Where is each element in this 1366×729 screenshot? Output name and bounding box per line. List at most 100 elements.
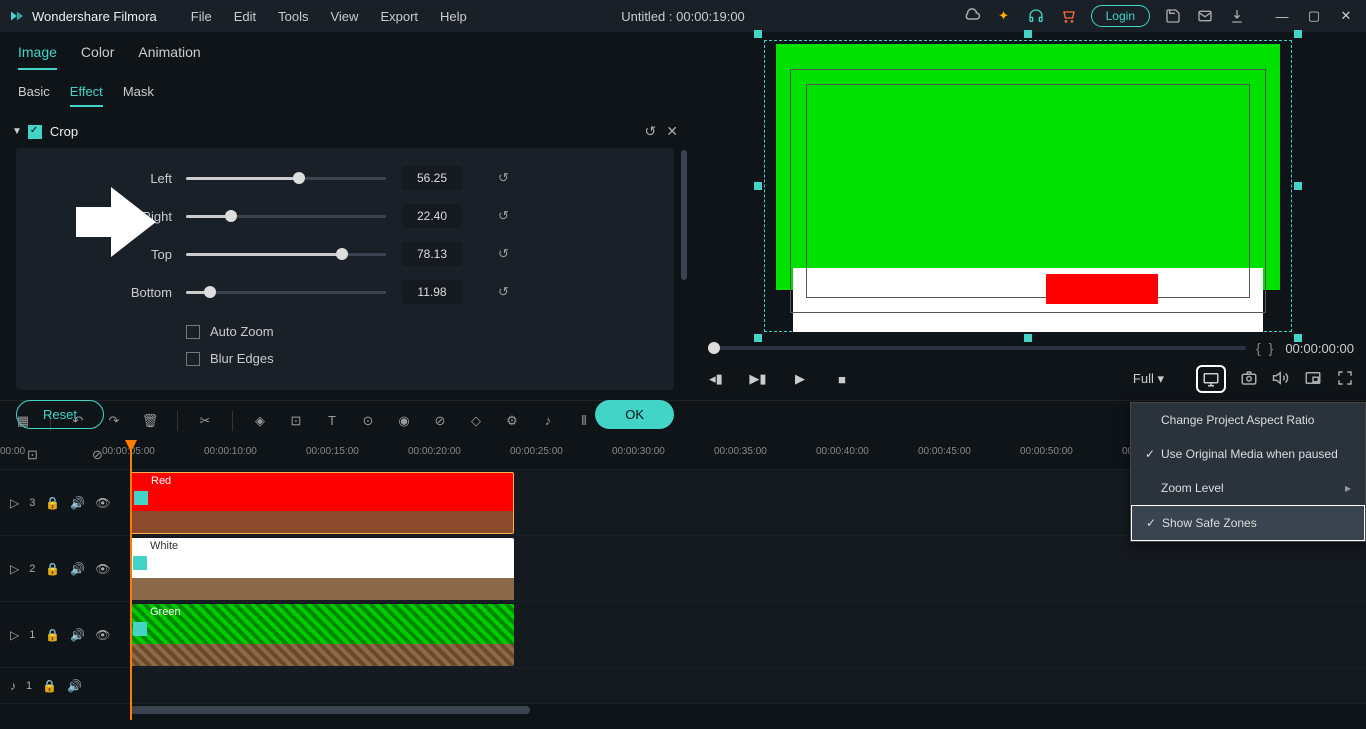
selection-handle[interactable] xyxy=(754,30,762,38)
clip-green[interactable]: Green xyxy=(130,604,514,666)
clip-white[interactable]: White xyxy=(130,538,514,600)
menu-file[interactable]: File xyxy=(181,5,222,28)
mark-in-icon[interactable]: { xyxy=(1252,340,1265,356)
cm-item[interactable]: Change Project Aspect Ratio xyxy=(1131,403,1365,437)
minimize-button[interactable]: — xyxy=(1270,4,1294,28)
snapshot-icon[interactable] xyxy=(1240,369,1258,390)
param-reset-icon[interactable]: ↺ xyxy=(498,208,509,224)
param-value[interactable]: 11.98 xyxy=(402,280,462,304)
cm-item[interactable]: ✓Show Safe Zones xyxy=(1131,505,1365,541)
track-visibility-icon[interactable]: 👁 xyxy=(95,496,110,510)
track-body[interactable] xyxy=(130,668,1366,703)
selection-handle[interactable] xyxy=(754,334,762,342)
ruler-copy-icon[interactable]: ⊡ xyxy=(24,446,42,464)
menu-export[interactable]: Export xyxy=(370,5,428,28)
bluredges-checkbox[interactable] xyxy=(186,352,200,366)
clip-red[interactable]: Red xyxy=(130,472,514,534)
menu-view[interactable]: View xyxy=(320,5,368,28)
playhead[interactable] xyxy=(130,440,132,720)
crop-checkbox[interactable] xyxy=(28,125,42,139)
login-button[interactable]: Login xyxy=(1091,5,1150,27)
preview-canvas[interactable] xyxy=(758,34,1298,338)
volume-icon[interactable] xyxy=(1272,369,1290,390)
headphones-icon[interactable] xyxy=(1027,7,1045,25)
fullscreen-icon[interactable] xyxy=(1336,369,1354,390)
track-lock-icon[interactable]: 🔒 xyxy=(45,562,60,576)
download-icon[interactable] xyxy=(1228,7,1246,25)
selection-handle[interactable] xyxy=(1294,30,1302,38)
param-slider[interactable] xyxy=(186,169,386,187)
cm-item[interactable]: ✓Use Original Media when paused xyxy=(1131,437,1365,471)
param-reset-icon[interactable]: ↺ xyxy=(498,246,509,262)
resolution-dropdown[interactable]: Full ▾ xyxy=(1129,367,1182,391)
play-pause-button[interactable]: ▶▮ xyxy=(744,365,772,393)
menu-tools[interactable]: Tools xyxy=(268,5,318,28)
check-icon: ✓ xyxy=(1146,516,1162,530)
cloud-icon[interactable] xyxy=(963,7,981,25)
menu-edit[interactable]: Edit xyxy=(224,5,266,28)
track-body[interactable]: Green xyxy=(130,602,1366,667)
track-lock-icon[interactable]: 🔒 xyxy=(45,628,60,642)
track-lock-icon[interactable]: 🔒 xyxy=(45,496,60,510)
ok-button[interactable]: OK xyxy=(595,400,674,429)
close-section-icon[interactable]: ✕ xyxy=(666,123,678,140)
maximize-button[interactable]: ▢ xyxy=(1302,4,1326,28)
preview-timecode: 00:00:00:00 xyxy=(1285,341,1354,356)
param-slider[interactable] xyxy=(186,245,386,263)
timeline-hscroll[interactable] xyxy=(0,706,1366,718)
close-button[interactable]: ✕ xyxy=(1334,4,1358,28)
track-mute-icon[interactable]: 🔊 xyxy=(67,679,82,693)
display-settings-button[interactable] xyxy=(1196,365,1226,393)
subtab-mask[interactable]: Mask xyxy=(123,84,154,107)
inspector-scrollbar[interactable] xyxy=(681,150,687,280)
scrub-thumb[interactable] xyxy=(708,342,720,354)
prev-frame-button[interactable]: ◂▮ xyxy=(702,365,730,393)
scrub-track[interactable] xyxy=(708,346,1246,350)
lightbulb-icon[interactable]: ✦ xyxy=(995,7,1013,25)
stop-button[interactable]: ■ xyxy=(828,365,856,393)
reset-button[interactable]: Reset xyxy=(16,400,104,429)
track-mute-icon[interactable]: 🔊 xyxy=(70,628,85,642)
cm-item[interactable]: Zoom Level▸ xyxy=(1131,471,1365,505)
cart-icon[interactable] xyxy=(1059,7,1077,25)
param-value[interactable]: 22.40 xyxy=(402,204,462,228)
track-visibility-icon[interactable]: 👁 xyxy=(95,628,110,642)
ruler-tick: 00:00:05:00 xyxy=(102,446,155,457)
track-type-icon: ♪ xyxy=(10,679,16,693)
track-number: 1 xyxy=(29,629,35,641)
pip-icon[interactable] xyxy=(1304,369,1322,390)
selection-handle[interactable] xyxy=(1294,182,1302,190)
autozoom-checkbox[interactable] xyxy=(186,325,200,339)
selection-handle[interactable] xyxy=(1024,30,1032,38)
param-slider[interactable] xyxy=(186,207,386,225)
tab-image[interactable]: Image xyxy=(18,44,57,70)
param-slider[interactable] xyxy=(186,283,386,301)
param-value[interactable]: 56.25 xyxy=(402,166,462,190)
playback-controls: ◂▮ ▶▮ ▶ ■ Full ▾ xyxy=(690,359,1366,400)
param-value[interactable]: 78.13 xyxy=(402,242,462,266)
play-button[interactable]: ▶ xyxy=(786,365,814,393)
save-icon[interactable] xyxy=(1164,7,1182,25)
mark-out-icon[interactable]: } xyxy=(1265,340,1278,356)
param-reset-icon[interactable]: ↺ xyxy=(498,170,509,186)
track-mute-icon[interactable]: 🔊 xyxy=(70,496,85,510)
track-number: 3 xyxy=(29,497,35,509)
preview-red-layer xyxy=(1046,274,1158,304)
selection-handle[interactable] xyxy=(1294,334,1302,342)
reset-section-icon[interactable]: ↺ xyxy=(645,123,657,140)
track-body[interactable]: White xyxy=(130,536,1366,601)
menu-help[interactable]: Help xyxy=(430,5,477,28)
ruler-tick: 00:00:10:00 xyxy=(204,446,257,457)
mail-icon[interactable] xyxy=(1196,7,1214,25)
track-mute-icon[interactable]: 🔊 xyxy=(70,562,85,576)
subtab-basic[interactable]: Basic xyxy=(18,84,50,107)
track-lock-icon[interactable]: 🔒 xyxy=(42,679,57,693)
tab-color[interactable]: Color xyxy=(81,44,114,70)
subtab-effect[interactable]: Effect xyxy=(70,84,103,107)
crop-section-header[interactable]: ▼ Crop ↺ ✕ xyxy=(0,115,690,148)
selection-handle[interactable] xyxy=(1024,334,1032,342)
track-visibility-icon[interactable]: 👁 xyxy=(95,562,110,576)
param-reset-icon[interactable]: ↺ xyxy=(498,284,509,300)
tab-animation[interactable]: Animation xyxy=(138,44,200,70)
selection-handle[interactable] xyxy=(754,182,762,190)
